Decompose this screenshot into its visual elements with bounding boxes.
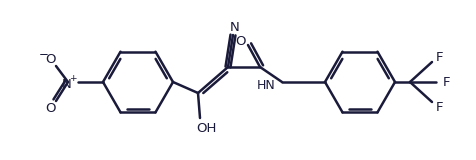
Text: HN: HN (257, 79, 276, 92)
Text: F: F (436, 100, 443, 113)
Text: −: − (39, 48, 49, 60)
Text: N: N (62, 77, 72, 91)
Text: O: O (45, 52, 55, 65)
Text: N: N (229, 20, 239, 33)
Text: +: + (69, 73, 77, 83)
Text: O: O (235, 35, 246, 48)
Text: O: O (45, 101, 55, 115)
Text: F: F (436, 51, 443, 64)
Text: F: F (442, 76, 450, 88)
Text: OH: OH (196, 121, 216, 135)
